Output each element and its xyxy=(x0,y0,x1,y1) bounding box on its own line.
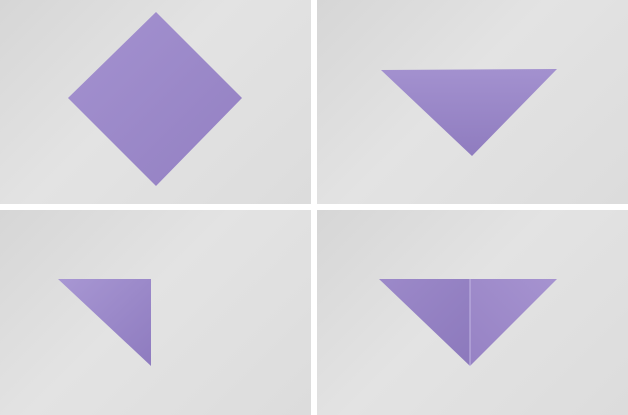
step-3-panel xyxy=(0,210,311,415)
paper-triangle-right-half xyxy=(470,279,557,366)
paper-small-triangle xyxy=(58,279,151,366)
step-1-panel xyxy=(0,0,311,204)
step-3-illustration xyxy=(58,279,151,366)
step-4-illustration xyxy=(379,279,557,366)
paper-diamond xyxy=(68,12,242,186)
paper-triangle-left-half xyxy=(379,279,470,366)
step-1-illustration xyxy=(68,12,242,186)
step-4-panel xyxy=(317,210,628,415)
step-2-illustration xyxy=(381,69,557,156)
step-2-panel xyxy=(317,0,628,204)
paper-triangle xyxy=(381,69,557,156)
